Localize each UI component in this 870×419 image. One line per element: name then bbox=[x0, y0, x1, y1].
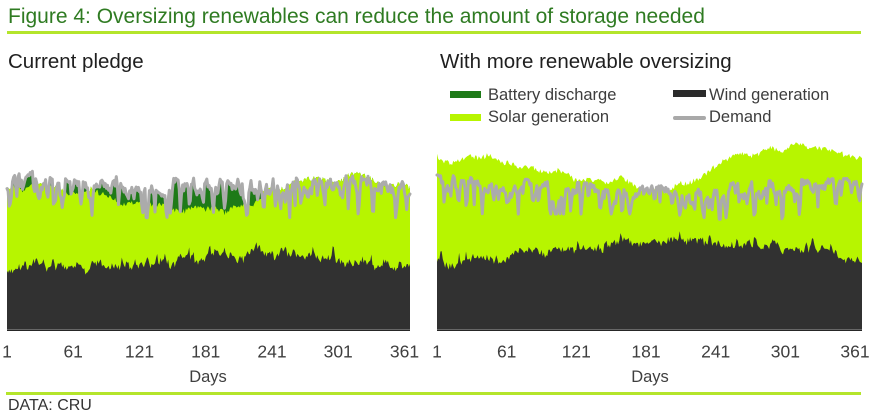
svg-text:61: 61 bbox=[497, 342, 516, 362]
svg-text:121: 121 bbox=[125, 342, 154, 362]
svg-text:301: 301 bbox=[324, 342, 353, 362]
svg-text:1: 1 bbox=[2, 342, 12, 362]
svg-text:1: 1 bbox=[432, 342, 442, 362]
svg-text:301: 301 bbox=[771, 342, 800, 362]
svg-text:361: 361 bbox=[840, 342, 869, 362]
svg-text:61: 61 bbox=[63, 342, 82, 362]
svg-text:241: 241 bbox=[701, 342, 730, 362]
svg-text:241: 241 bbox=[257, 342, 286, 362]
svg-text:361: 361 bbox=[390, 342, 419, 362]
svg-text:181: 181 bbox=[191, 342, 220, 362]
svg-text:181: 181 bbox=[631, 342, 660, 362]
svg-text:Days: Days bbox=[189, 368, 227, 386]
svg-text:121: 121 bbox=[562, 342, 591, 362]
svg-text:Days: Days bbox=[631, 368, 669, 386]
